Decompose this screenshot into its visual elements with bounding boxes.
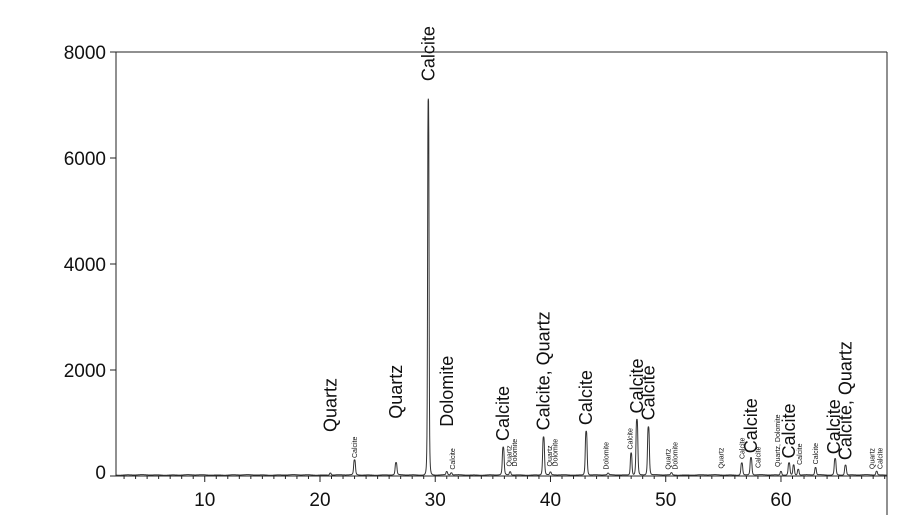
- peak-label: Calcite: [741, 398, 761, 453]
- diffraction-trace: [115, 98, 887, 476]
- peak-label: Quartz: [320, 378, 340, 432]
- peak-label: Calcite: [824, 399, 844, 454]
- peak-label: Calcite: [628, 428, 635, 450]
- peak-label: Calcite: [878, 448, 885, 470]
- peak-label: Calcite: [576, 370, 596, 425]
- peak-label: Quartz, Dolomite: [775, 414, 782, 467]
- peak-label: Dolomite: [437, 356, 457, 427]
- peak-label: Dolomite: [512, 439, 519, 467]
- peak-label: Quartz: [719, 447, 726, 469]
- peak-label: Calcite: [755, 447, 762, 469]
- peak-label: Quartz: [666, 448, 673, 470]
- peak-label: Calcite: [638, 365, 658, 420]
- peak-label: Quartz: [506, 445, 513, 467]
- x-axis-ticks: 10 20 30 40 50 60: [123, 476, 886, 511]
- y-tick-label: 4000: [64, 255, 106, 276]
- peak-label: Dolomite: [553, 439, 560, 467]
- chart-axes: [110, 51, 888, 515]
- peak-label: Calcite: [779, 403, 799, 458]
- peak-label: Calcite: [493, 386, 513, 441]
- y-tick-label: 8000: [64, 43, 106, 64]
- peak-label: Calcite: [797, 443, 804, 465]
- peak-label: Calcite: [739, 438, 746, 460]
- peak-label: Quartz: [547, 445, 554, 467]
- y-tick-label: 6000: [64, 149, 106, 170]
- x-tick-label: 30: [425, 490, 446, 511]
- peak-label: Calcite, Quartz: [836, 341, 856, 460]
- peak-label: Calcite: [627, 358, 647, 413]
- y-tick-label: 0: [95, 463, 106, 484]
- peak-label: Calcite: [352, 436, 359, 458]
- peak-annotations: QuartzCalciteQuartzCalciteDolomiteCalcit…: [320, 26, 884, 470]
- peak-label: Quartz: [870, 448, 877, 470]
- peak-label: Calcite: [813, 443, 820, 465]
- x-tick-label: 10: [194, 490, 215, 511]
- peak-label: Dolomite: [672, 442, 679, 470]
- y-tick-label: 2000: [64, 361, 106, 382]
- peak-label: Dolomite: [603, 442, 610, 470]
- peak-label: Calcite: [450, 448, 457, 470]
- x-tick-label: 40: [540, 490, 561, 511]
- x-tick-label: 60: [770, 490, 791, 511]
- peak-label: Quartz: [386, 365, 406, 419]
- peak-label: Calcite, Quartz: [534, 311, 554, 430]
- y-axis-ticks: 0 2000 4000 6000 8000: [64, 43, 116, 484]
- peak-label: Calcite: [418, 26, 438, 81]
- x-tick-label: 20: [309, 490, 330, 511]
- x-tick-label: 50: [655, 490, 676, 511]
